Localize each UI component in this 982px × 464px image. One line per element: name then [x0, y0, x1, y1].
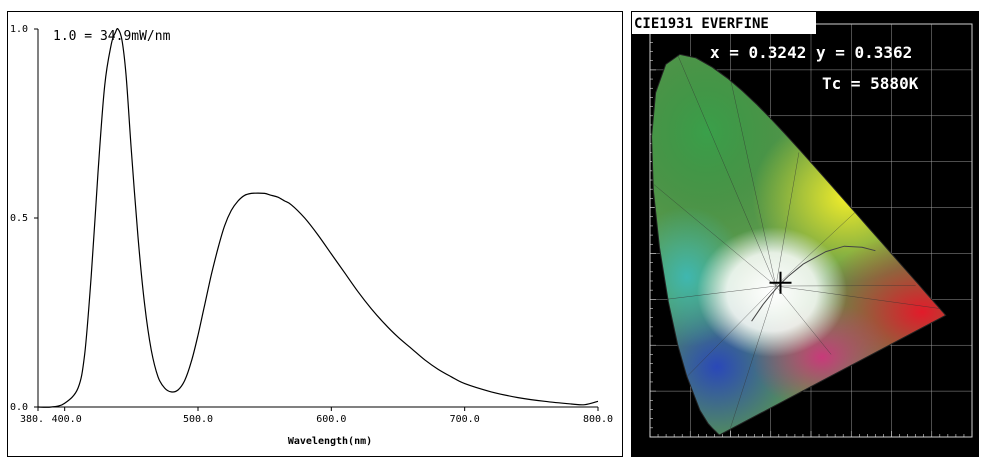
- cie-chromaticity-diagram: CIE1931 EVERFINE x = 0.3242 y = 0.3362 T…: [632, 12, 973, 438]
- cie-region-line: [775, 285, 832, 355]
- scale-annotation: 1.0 = 34.9mW/nm: [53, 29, 171, 44]
- cie-region-line: [666, 285, 776, 300]
- cie-region-line: [775, 285, 940, 309]
- x-axis-title: Wavelength(nm): [288, 436, 372, 447]
- cie-region-line: [775, 211, 856, 287]
- spectrum-curve: [37, 28, 599, 408]
- cie-region-line: [730, 79, 777, 287]
- cie-title: CIE1931 EVERFINE: [634, 16, 769, 32]
- y-tick-label: 0.5: [10, 213, 28, 224]
- planckian-locus: [751, 245, 876, 322]
- chromaticity-point-marker: [769, 271, 792, 294]
- x-tick-label: 800.0: [583, 414, 613, 425]
- x-tick-label: 700.0: [450, 414, 480, 425]
- cie-region-line: [730, 285, 777, 428]
- cie-region-line: [686, 285, 777, 378]
- x-tick-label: 500.0: [183, 414, 213, 425]
- cie-region-line: [677, 56, 777, 287]
- x-tick-label: 380.: [20, 414, 44, 425]
- x-tick-label: 400.0: [52, 414, 82, 425]
- cie-diagram-panel: CIE1931 EVERFINE x = 0.3242 y = 0.3362 T…: [631, 11, 979, 457]
- y-tick-label: 1.0: [10, 24, 28, 35]
- spectrum-chart-panel: 0.0 0.5 1.0 380. 400.0 500.0 600.0 700.0 800.0 1…: [7, 11, 623, 457]
- cie-region-line: [653, 184, 777, 287]
- cie-region-line: [775, 152, 800, 287]
- y-tick-label: 0.0: [10, 402, 28, 413]
- chromaticity-xy-readout: x = 0.3242 y = 0.3362: [710, 43, 912, 62]
- spectrum-chart: 0.0 0.5 1.0 380. 400.0 500.0 600.0 700.0 800.0 1…: [10, 24, 613, 447]
- color-temperature-readout: Tc = 5880K: [822, 74, 919, 93]
- spectral-locus: [651, 53, 947, 436]
- gamut-colors: [651, 54, 946, 435]
- x-tick-label: 600.0: [316, 414, 346, 425]
